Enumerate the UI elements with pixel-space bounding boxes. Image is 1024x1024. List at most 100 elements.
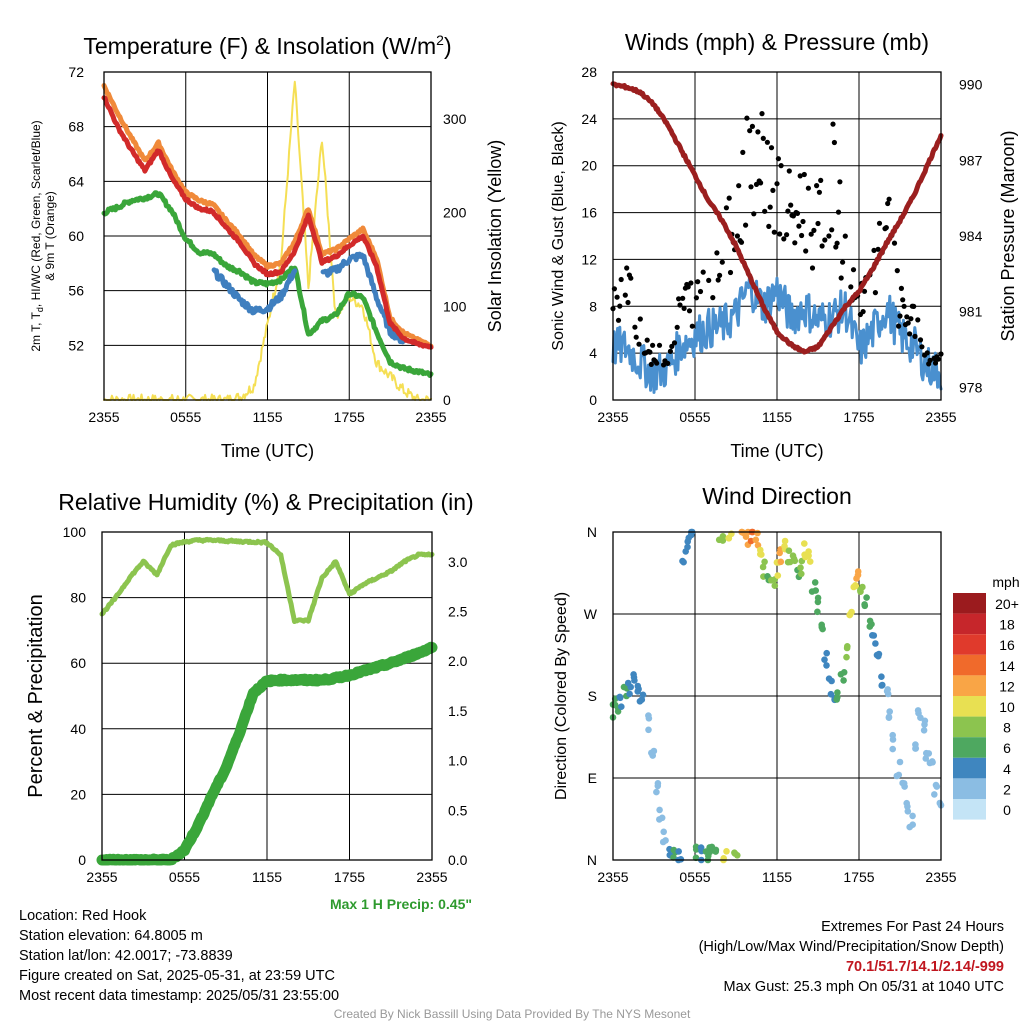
gust-point (615, 317, 622, 323)
gust-point (837, 179, 843, 185)
direction-point (781, 537, 789, 545)
gust-point (808, 231, 814, 237)
y-tick-label: 0 (589, 392, 597, 408)
gust-point (876, 220, 883, 226)
direction-point (833, 696, 840, 703)
gust-point (770, 187, 776, 193)
direction-point (712, 846, 720, 854)
x-axis-label: Time (UTC) (730, 441, 823, 461)
gust-point (747, 128, 753, 134)
legend-swatch (953, 675, 986, 696)
y2-tick-label: 987 (959, 152, 983, 168)
direction-point (912, 745, 920, 752)
direction-point (834, 689, 841, 696)
gust-point (860, 309, 866, 315)
direction-point (866, 623, 874, 630)
gust-point (901, 303, 907, 309)
series-pressure-line (610, 81, 944, 355)
gust-point (714, 250, 720, 256)
x-tick-label: 2355 (88, 409, 119, 425)
x-tick-label: 1155 (252, 869, 282, 885)
legend-swatch (953, 634, 986, 655)
legend-label: 6 (1003, 740, 1011, 756)
direction-point (925, 750, 933, 757)
direction-point (634, 688, 641, 695)
direction-point (893, 772, 901, 780)
legend-label: 8 (1003, 720, 1011, 736)
gust-point (935, 356, 941, 362)
gust-point (771, 229, 777, 235)
gust-point (850, 267, 857, 273)
y2-axis-label: Station Pressure (Maroon) (998, 130, 1018, 341)
gust-point (784, 232, 790, 238)
gust-point (911, 303, 917, 309)
x-tick-label: 2355 (86, 869, 117, 885)
y-tick-label: 52 (68, 337, 84, 353)
gust-point (829, 227, 835, 233)
y-tick-label: 60 (70, 655, 86, 671)
direction-point (616, 694, 624, 702)
legend-label: 0 (1003, 802, 1011, 818)
gust-point (755, 129, 761, 135)
series-9m-temp-line (101, 83, 434, 349)
direction-point (684, 543, 691, 551)
y-axis-label: Sonic Wind & Gust (Blue, Black) (550, 121, 567, 350)
direction-point (639, 691, 647, 699)
series-dewpoint-line (101, 190, 434, 378)
gust-point (617, 303, 623, 309)
direction-point (840, 677, 847, 684)
direction-point (843, 644, 851, 652)
gust-point (637, 316, 643, 322)
direction-point (811, 579, 819, 586)
y-tick-label: 16 (581, 205, 597, 221)
legend-swatch (953, 593, 986, 614)
rh-panel: 2355 0555 1155 1755 23550204060801000.00.51.… (25, 489, 474, 885)
gust-point (689, 323, 695, 329)
y-tick-label: 68 (68, 119, 84, 135)
gust-point (706, 277, 712, 283)
direction-point (823, 662, 830, 669)
direction-point (627, 683, 634, 691)
y-tick-label: 64 (68, 173, 84, 189)
gust-point (927, 357, 933, 363)
plot-border (101, 531, 433, 861)
direction-point (859, 583, 866, 591)
x-tick-label: 1755 (843, 869, 874, 885)
y2-tick-label: 978 (959, 379, 983, 395)
gust-point (900, 297, 906, 303)
gust-point (809, 265, 816, 271)
gust-point (871, 247, 877, 253)
x-tick-label: 0555 (679, 869, 710, 885)
gust-point (896, 323, 902, 329)
recent-timestamp: Most recent data timestamp: 2025/05/31 2… (19, 988, 340, 1004)
legend-label: 4 (1003, 761, 1011, 777)
x-tick-label: 1155 (762, 869, 792, 885)
gust-point (738, 239, 745, 245)
gust-point (671, 340, 678, 346)
gust-point (744, 115, 750, 121)
plot-border (612, 71, 942, 401)
gust-point (822, 237, 828, 243)
x-tick-label: 2355 (597, 869, 628, 885)
direction-point (798, 570, 805, 578)
y-tick-label: 20 (70, 786, 86, 802)
direction-point (801, 540, 808, 547)
direction-point (932, 781, 940, 789)
gust-point (848, 284, 854, 290)
extremes-values: 70.1/51.7/14.1/2.14/-999 (845, 959, 1004, 975)
gust-point (693, 295, 700, 301)
gust-point (758, 180, 764, 186)
direction-point (805, 548, 812, 555)
gust-point (875, 246, 881, 252)
gust-point (723, 205, 730, 211)
gust-point (618, 276, 624, 283)
direction-point (889, 736, 897, 743)
y-tick-label: 12 (581, 251, 597, 267)
panel-title: Winds (mph) & Pressure (mb) (625, 29, 929, 55)
direction-point (866, 617, 874, 625)
y2-tick-label: 0.0 (448, 852, 468, 868)
direction-point (863, 594, 870, 601)
temp-panel: 2355 0555 1155 1755 2355 52 56 60 64 68 72 0 100 200 3… (29, 32, 505, 461)
x-tick-label: 1155 (762, 409, 792, 425)
